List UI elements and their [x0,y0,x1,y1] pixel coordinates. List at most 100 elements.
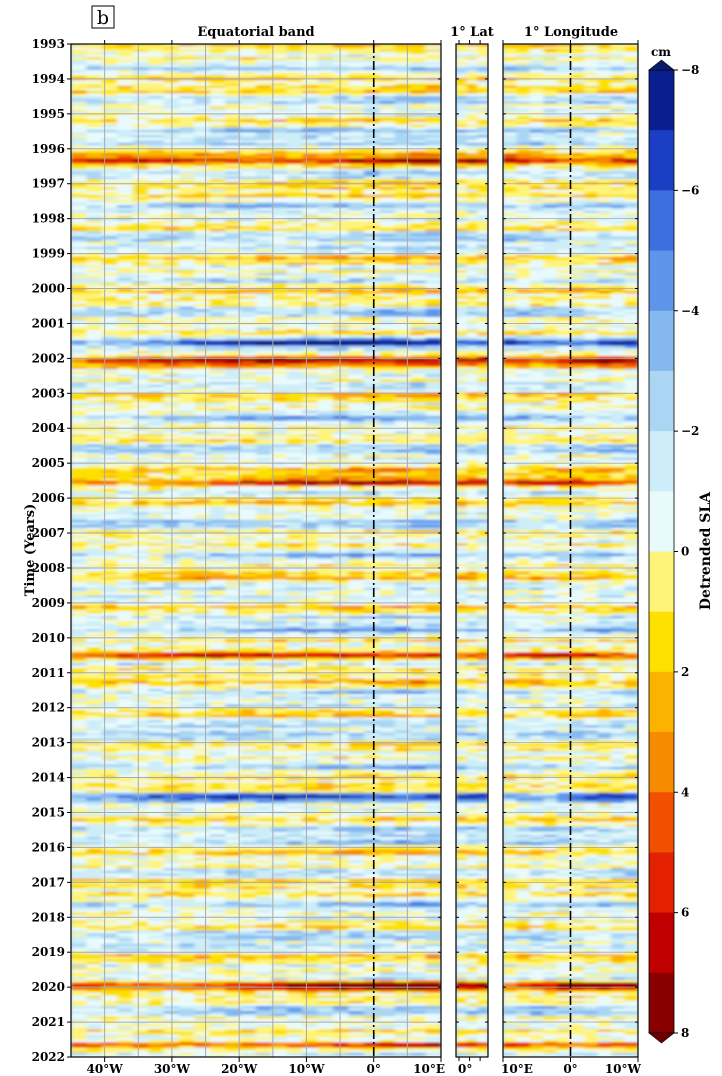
heatmap-cell [178,410,195,414]
heatmap-cell [256,114,273,118]
heatmap-cell [425,90,441,94]
heatmap-cell [363,54,380,58]
heatmap-cell [256,145,273,149]
heatmap-cell [256,135,273,139]
heatmap-cell [117,517,134,521]
heatmap-cell [302,210,319,214]
heatmap-cell [132,350,149,354]
heatmap-cell [101,582,118,586]
heatmap-cell [148,447,165,451]
heatmap-cell [410,343,427,347]
heatmap-cell [363,59,380,63]
heatmap-cell [240,187,257,191]
heatmap-cell [101,538,118,542]
heatmap-cell [101,228,118,232]
heatmap-cell [394,379,411,383]
heatmap-cell [71,421,88,425]
heatmap-cell [286,525,303,529]
heatmap-cell [317,387,334,391]
heatmap-cell [148,46,165,50]
heatmap-cell [302,220,319,224]
heatmap-cell [132,51,149,55]
heatmap-cell [117,301,134,305]
heatmap-cell [379,161,396,165]
heatmap-cell [333,319,350,323]
heatmap-cell [379,558,396,562]
heatmap-cell [363,509,380,513]
heatmap-cell [394,129,411,133]
heatmap-cell [363,470,380,474]
heatmap-cell [379,210,396,214]
heatmap-cell [256,465,273,469]
heatmap-cell [178,200,195,204]
heatmap-cell [132,88,149,92]
heatmap-cell [101,488,118,492]
heatmap-cell [194,163,211,167]
heatmap-cell [178,98,195,102]
heatmap-cell [86,564,103,568]
heatmap-cell [379,501,396,505]
heatmap-cell [194,249,211,253]
heatmap-cell [363,283,380,287]
heatmap-cell [240,135,257,139]
heatmap-cell [256,59,273,63]
heatmap-cell [71,517,88,521]
heatmap-cell [286,387,303,391]
heatmap-cell [209,571,226,575]
heatmap-cell [410,439,427,443]
heatmap-cell [178,140,195,144]
heatmap-cell [425,293,441,297]
heatmap-cell [410,418,427,422]
heatmap-cell [363,343,380,347]
heatmap-cell [71,548,88,552]
heatmap-cell [286,67,303,71]
heatmap-cell [425,499,441,503]
heatmap-cell [86,259,103,263]
heatmap-cell [240,540,257,544]
heatmap-cell [178,155,195,159]
heatmap-cell [117,376,134,380]
heatmap-cell [425,345,441,349]
heatmap-cell [333,410,350,414]
heatmap-cell [379,423,396,427]
heatmap-cell [425,309,441,313]
heatmap-cell [410,548,427,552]
heatmap-cell [333,259,350,263]
heatmap-cell [271,46,288,50]
heatmap-cell [348,415,365,419]
heatmap-cell [132,194,149,198]
heatmap-cell [394,540,411,544]
heatmap-cell [194,519,211,523]
heatmap-cell [86,545,103,549]
heatmap-cell [317,278,334,282]
heatmap-cell [194,280,211,284]
heatmap-cell [348,98,365,102]
heatmap-cell [317,306,334,310]
heatmap-cell [256,148,273,152]
heatmap-cell [71,275,88,279]
heatmap-cell [317,205,334,209]
heatmap-cell [240,441,257,445]
heatmap-cell [148,465,165,469]
heatmap-cell [101,161,118,165]
heatmap-cell [379,220,396,224]
heatmap-cell [86,488,103,492]
heatmap-cell [363,504,380,508]
heatmap-cell [209,509,226,513]
heatmap-cell [425,72,441,76]
heatmap-cell [271,540,288,544]
heatmap-cell [132,293,149,297]
heatmap-cell [425,220,441,224]
heatmap-cell [348,192,365,196]
heatmap-cell [394,285,411,289]
heatmap-cell [425,514,441,518]
heatmap-cell [271,415,288,419]
heatmap-cell [317,280,334,284]
heatmap-cell [394,564,411,568]
heatmap-cell [256,553,273,557]
heatmap-cell [286,197,303,201]
heatmap-cell [209,574,226,578]
heatmap-cell [348,548,365,552]
heatmap-cell [225,330,242,334]
heatmap-cell [117,93,134,97]
